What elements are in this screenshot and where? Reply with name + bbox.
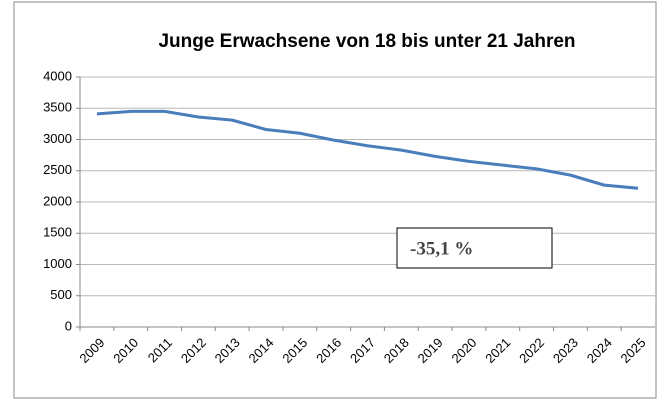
y-tick-label: 1500 (43, 225, 72, 240)
y-tick-label: 0 (65, 318, 72, 333)
y-tick-label: 2000 (43, 193, 72, 208)
chart-title: Junge Erwachsene von 18 bis unter 21 Jah… (158, 31, 575, 52)
data-line (96, 109, 639, 190)
y-tick-label: 4000 (43, 68, 72, 83)
annotation: -35,1 % (410, 238, 473, 259)
chart-frame (13, 1, 657, 399)
annotation-box (396, 227, 553, 269)
y-tick-label: 2500 (43, 162, 72, 177)
y-tick-label: 3000 (43, 131, 72, 146)
y-tick-label: 3500 (43, 100, 72, 115)
y-tick-label: 500 (50, 287, 72, 302)
y-tick-label: 1000 (43, 256, 72, 271)
